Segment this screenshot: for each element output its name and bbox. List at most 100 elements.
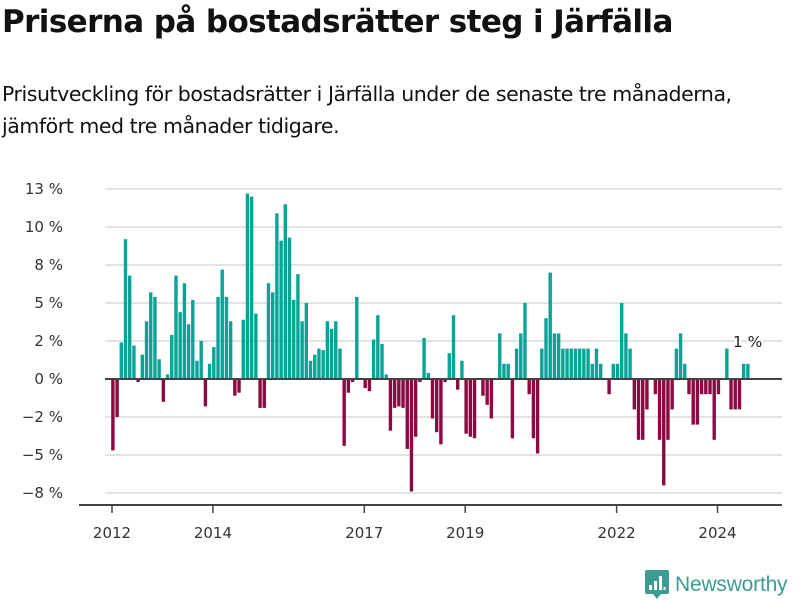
bar (586, 348, 590, 379)
brand-name: Newsworthy (675, 573, 788, 596)
bar (535, 379, 540, 454)
bar (258, 379, 262, 408)
bar (195, 360, 199, 379)
bar (279, 240, 283, 379)
bar (620, 303, 624, 379)
bar (388, 379, 393, 431)
bar (346, 379, 351, 393)
bar (733, 379, 737, 410)
bar (485, 379, 489, 405)
bar (300, 321, 304, 379)
bar (325, 321, 330, 379)
bar (241, 319, 245, 379)
bar (729, 379, 733, 410)
bar (653, 379, 658, 395)
bar (342, 379, 346, 446)
x-tick-label: 2012 (93, 524, 131, 542)
bar (527, 379, 531, 395)
y-tick-label: 2 % (34, 332, 63, 350)
bar (363, 379, 367, 389)
bar (456, 379, 460, 390)
bar (590, 363, 594, 379)
x-tick-label: 2024 (698, 524, 736, 542)
bars (111, 193, 750, 492)
bar (418, 379, 422, 383)
bar (128, 275, 132, 379)
bar (662, 379, 666, 486)
bar (376, 315, 380, 379)
bar (670, 379, 674, 410)
bar (615, 363, 620, 379)
bar (119, 342, 124, 379)
bar (249, 196, 254, 379)
bar (632, 379, 637, 410)
bar (233, 379, 237, 396)
bar (182, 283, 187, 379)
bar (254, 313, 258, 379)
bar (111, 379, 115, 451)
bar (401, 379, 405, 408)
y-tick-label: −5 % (22, 446, 63, 464)
bar (338, 348, 342, 379)
bar (607, 379, 611, 395)
y-tick-label: 5 % (34, 294, 63, 312)
bar (262, 379, 266, 408)
bar (292, 299, 296, 379)
bar (397, 379, 401, 407)
bar (413, 379, 418, 437)
bar (725, 348, 729, 379)
axes (79, 378, 782, 513)
bar (687, 379, 691, 395)
bar (405, 379, 409, 449)
bar (199, 341, 203, 379)
bar (157, 359, 161, 379)
y-tick-label: 10 % (25, 218, 63, 236)
bar (296, 274, 300, 379)
bar (287, 237, 292, 379)
bar (540, 348, 544, 379)
bar (741, 363, 746, 379)
bar (594, 348, 599, 379)
bar (657, 379, 662, 440)
bar (371, 339, 376, 379)
bar (666, 379, 670, 440)
bar (165, 374, 170, 379)
bar (115, 379, 119, 417)
bar (144, 321, 149, 379)
bar (636, 379, 641, 440)
bar (674, 348, 679, 379)
chart-subtitle: Prisutveckling för bostadsrätter i Järfä… (2, 82, 732, 138)
x-tick-label: 2019 (446, 524, 484, 542)
bar (313, 354, 317, 379)
bar (245, 193, 250, 379)
bar (481, 379, 485, 396)
bar (691, 379, 695, 425)
bar (321, 350, 325, 379)
bar (350, 379, 355, 383)
newsworthy-logo: Newsworthy (645, 570, 788, 600)
bar (548, 272, 552, 379)
bar (216, 296, 220, 379)
bar (556, 333, 561, 379)
bar (367, 379, 372, 392)
x-tick-label: 2014 (194, 524, 232, 542)
bar (582, 348, 586, 379)
bar (140, 354, 145, 379)
bar (434, 379, 439, 433)
bar (531, 379, 536, 439)
bar (577, 348, 582, 379)
bar (746, 363, 750, 379)
bar (472, 379, 477, 439)
bar (573, 348, 578, 379)
bar (409, 379, 414, 492)
bar (506, 363, 510, 379)
bar (489, 379, 494, 419)
bar (266, 283, 271, 379)
bar (569, 348, 573, 379)
bar (308, 360, 313, 379)
bar (430, 379, 435, 419)
bar (704, 379, 708, 395)
bar-chart-speech-bubble-icon (645, 570, 669, 599)
bar (699, 379, 704, 395)
bar (451, 315, 456, 379)
